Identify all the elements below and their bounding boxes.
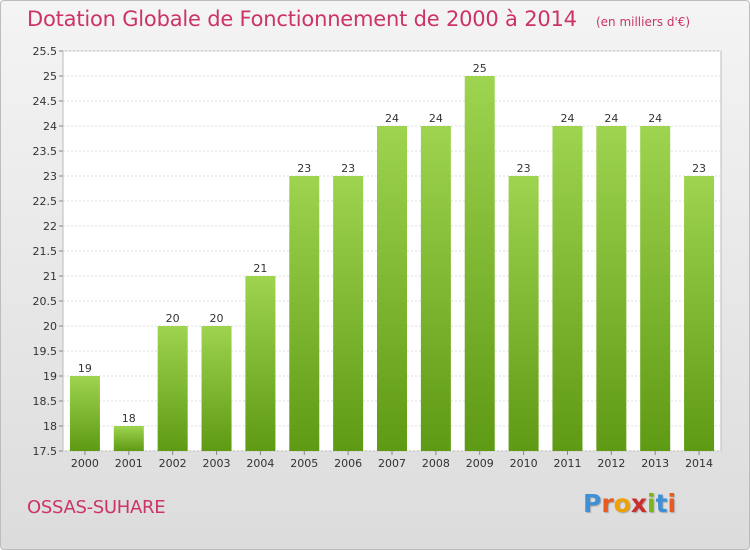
x-tick-label-2009: 2009 [466,457,494,470]
y-tick-label: 23.5 [33,145,58,158]
x-tick-label-2012: 2012 [597,457,625,470]
y-tick-label: 25.5 [33,45,58,58]
value-label-2002: 20 [166,312,180,325]
y-tick-label: 19 [43,370,57,383]
chart-subtitle: (en milliers d'€) [595,15,691,29]
x-tick-label-2003: 2003 [203,457,231,470]
y-tick-label: 22 [43,220,57,233]
x-tick-label-2010: 2010 [510,457,538,470]
y-tick-label: 23 [43,170,57,183]
x-tick-label-2008: 2008 [422,457,450,470]
bar-2014 [684,176,715,451]
bar-2010 [508,176,539,451]
y-axis: 17.5 18 18.5 19 19.5 20 20.5 21 21.5 22 22.5 23 23.5… [33,45,63,458]
commune-name: OSSAS-SUHARE [27,497,166,518]
value-label-2009: 25 [473,62,487,75]
value-label-2010: 23 [517,162,531,175]
bar-2000 [69,376,100,451]
value-label-2008: 24 [429,112,443,125]
chart-title: Dotation Globale de Fonctionnement de 20… [27,7,577,31]
y-tick-label: 21.5 [33,245,58,258]
y-tick-label: 24.5 [33,95,58,108]
logo-letter: t [655,489,668,518]
title-row: Dotation Globale de Fonctionnement de 20… [27,7,690,31]
y-tick-label: 19.5 [33,345,58,358]
x-tick-label-2000: 2000 [71,457,99,470]
y-tick-label: 25 [43,70,57,83]
x-tick-label-2005: 2005 [290,457,318,470]
proxiti-logo[interactable]: Proxiti [583,489,676,518]
logo-letter: r [601,489,614,518]
y-tick-label: 17.5 [33,445,58,458]
bar-2004 [245,276,276,451]
value-label-2001: 18 [122,412,136,425]
bar-2008 [420,126,451,451]
y-tick-label: 18.5 [33,395,58,408]
y-tick-label: 21 [43,270,57,283]
bar-2009 [464,76,495,451]
bar-2005 [289,176,320,451]
value-label-2011: 24 [560,112,574,125]
x-tick-label-2007: 2007 [378,457,406,470]
value-label-2012: 24 [604,112,618,125]
y-tick-label: 24 [43,120,57,133]
x-tick-label-2011: 2011 [553,457,581,470]
bars: 19 18 20 20 21 23 23 24 24 25 23 24 24 24 23 [69,62,715,451]
y-tick-label: 20.5 [33,295,58,308]
y-tick-label: 20 [43,320,57,333]
logo-letter: i [667,489,677,518]
bar-2013 [640,126,671,451]
bar-2002 [157,326,188,451]
value-label-2000: 19 [78,362,92,375]
x-tick-label-2013: 2013 [641,457,669,470]
x-tick-label-2014: 2014 [685,457,713,470]
y-tick-label: 22.5 [33,195,58,208]
value-label-2006: 23 [341,162,355,175]
value-label-2003: 20 [210,312,224,325]
x-tick-label-2002: 2002 [159,457,187,470]
value-label-2013: 24 [648,112,662,125]
bar-2012 [596,126,627,451]
bar-2006 [333,176,364,451]
bar-2011 [552,126,583,451]
x-tick-label-2001: 2001 [115,457,143,470]
logo-letter: x [630,489,647,518]
logo-letter: i [647,489,656,518]
value-label-2004: 21 [253,262,267,275]
x-axis: 2000 2001 2002 2003 2004 2005 2006 2007 2008 2009… [71,451,713,470]
logo-letter: o [613,489,631,518]
value-label-2014: 23 [692,162,706,175]
bar-2001 [113,426,144,451]
bar-2007 [377,126,407,451]
y-tick-label: 18 [43,420,57,433]
value-label-2005: 23 [297,162,311,175]
logo-letter: P [583,489,602,518]
value-label-2007: 24 [385,112,399,125]
x-tick-label-2004: 2004 [246,457,274,470]
bar-2003 [201,326,232,451]
x-tick-label-2006: 2006 [334,457,362,470]
